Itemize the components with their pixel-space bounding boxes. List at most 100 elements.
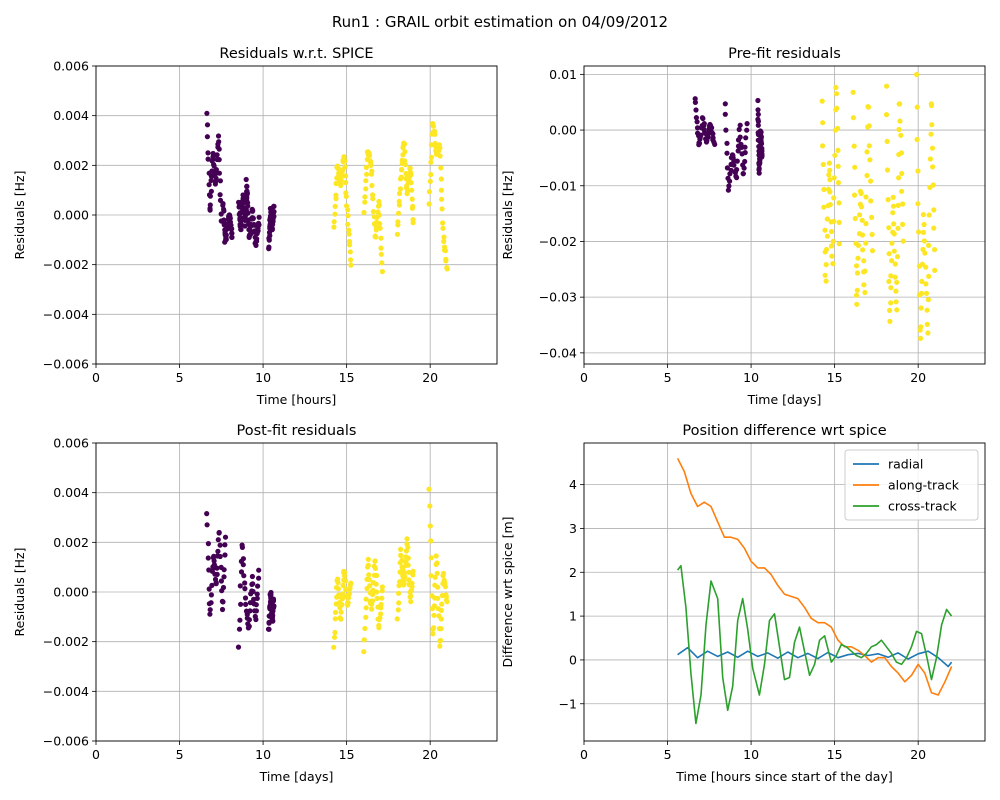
x-tick-label: 15 (339, 747, 355, 762)
data-point (361, 637, 367, 643)
data-point (931, 207, 937, 213)
data-point (443, 258, 449, 264)
x-tick-label: 5 (664, 747, 672, 762)
data-point (885, 197, 891, 203)
data-point (863, 221, 869, 227)
data-point (828, 243, 835, 249)
data-point (831, 218, 837, 224)
data-point (440, 220, 446, 226)
data-point (858, 204, 865, 210)
data-point (370, 192, 376, 198)
data-point (821, 186, 827, 193)
data-point (363, 614, 369, 620)
data-point (918, 335, 924, 341)
data-point (244, 183, 250, 189)
data-point (372, 558, 378, 564)
data-point (378, 611, 384, 617)
data-point (335, 165, 341, 172)
data-point (376, 622, 382, 629)
data-point (832, 152, 838, 158)
data-point (854, 301, 860, 307)
data-point (369, 182, 375, 189)
data-point (920, 229, 927, 235)
data-point (364, 171, 370, 177)
data-point (869, 248, 876, 254)
data-point (692, 99, 699, 105)
y-tick-label: −1 (559, 696, 577, 711)
data-point (742, 150, 748, 156)
data-point (236, 626, 243, 632)
data-point (890, 210, 896, 216)
data-point (701, 121, 707, 127)
data-point (215, 537, 221, 543)
data-point (332, 211, 338, 217)
series-line-along-track (676, 457, 953, 696)
data-point (373, 224, 379, 230)
data-point (826, 172, 832, 178)
data-point (929, 122, 935, 128)
chart-title: Position difference wrt spice (682, 423, 886, 439)
legend: radial along-track cross-track (844, 449, 979, 521)
data-point (850, 89, 856, 95)
y-tick-label: −0.002 (43, 634, 89, 649)
data-point (397, 186, 404, 192)
data-point (374, 595, 380, 602)
data-point (222, 534, 229, 540)
data-point (894, 254, 901, 260)
data-point (428, 573, 434, 579)
data-point (863, 240, 869, 246)
data-point (855, 242, 862, 248)
data-point (396, 600, 402, 606)
data-point (217, 553, 223, 560)
data-point (827, 177, 833, 183)
data-point (694, 125, 701, 131)
data-point (859, 217, 865, 223)
data-point (736, 126, 742, 133)
y-axis-label: Residuals [Hz] (12, 171, 27, 260)
data-point (929, 102, 935, 109)
data-point (243, 176, 249, 183)
data-point (865, 104, 872, 110)
data-point (438, 165, 444, 171)
x-tick-label: 5 (664, 370, 672, 385)
data-point (737, 134, 743, 140)
data-point (368, 162, 374, 168)
legend-box (844, 449, 979, 521)
data-point (864, 149, 870, 155)
data-point (922, 250, 928, 256)
data-point (828, 228, 835, 235)
data-point (250, 581, 256, 587)
data-point (215, 548, 221, 555)
data-point (755, 118, 762, 124)
data-point (892, 261, 898, 267)
data-point (926, 242, 932, 248)
data-point (370, 196, 376, 202)
data-point (439, 206, 445, 212)
data-point (884, 138, 890, 144)
data-point (217, 542, 223, 548)
data-point (221, 574, 227, 580)
data-point (220, 201, 226, 207)
data-point (331, 634, 338, 640)
data-point (242, 586, 248, 592)
data-point (898, 132, 904, 138)
data-point (342, 164, 348, 170)
data-point (438, 607, 444, 614)
data-point (694, 119, 700, 125)
data-point (899, 170, 905, 177)
data-point (239, 544, 245, 551)
data-point (250, 215, 256, 221)
chart-panel-4: 0 5 10 15 20 −1 0 1 2 3 4 radial along-track cross-tr… (500, 423, 986, 784)
data-point (343, 179, 349, 186)
data-point (862, 268, 868, 274)
data-point (398, 546, 404, 553)
data-point (401, 578, 407, 584)
data-point (827, 189, 833, 195)
data-point (221, 567, 227, 573)
data-point (408, 593, 414, 599)
data-point (250, 588, 256, 595)
data-point (869, 231, 875, 238)
data-point (402, 162, 408, 168)
x-tick-label: 20 (910, 370, 926, 385)
data-point (366, 577, 372, 583)
